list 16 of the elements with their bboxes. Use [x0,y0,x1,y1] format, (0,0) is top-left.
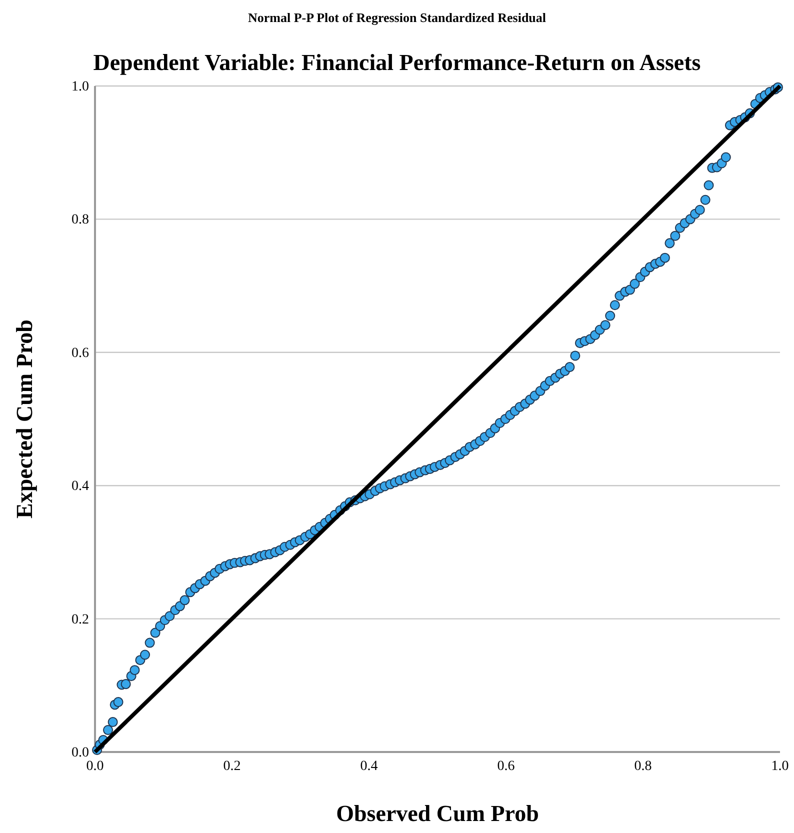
x-axis-title: Observed Cum Prob [336,801,539,826]
x-tick-label: 0.8 [634,758,652,774]
y-axis-title: Expected Cum Prob [12,320,37,518]
y-tick-label: 1.0 [72,79,89,94]
y-tick-label: 0.4 [72,479,89,494]
x-tick-label: 0.2 [223,758,241,774]
y-tick-label: 0.8 [72,212,89,228]
x-tick-label: 1.0 [771,758,789,774]
y-tick-label: 0.6 [72,346,89,361]
x-tick-label: 0.0 [86,758,104,774]
x-tick-label: 0.6 [497,758,515,774]
y-tick-label: 0.2 [72,612,89,628]
y-tick-label: 0.0 [72,745,89,760]
chart-title: Normal P-P Plot of Regression Standardized Residual [248,10,546,25]
chart-subtitle: Dependent Variable: Financial Performance-Return on Assets [93,50,701,75]
x-tick-label: 0.4 [360,758,378,774]
